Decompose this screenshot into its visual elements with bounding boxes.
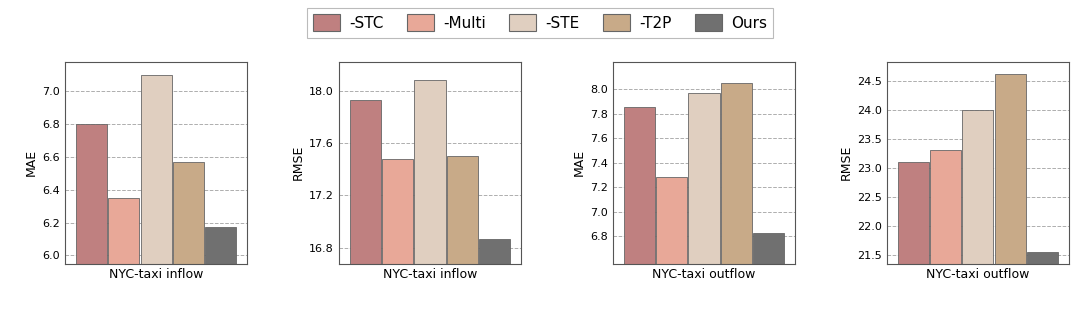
Bar bbox=[173, 162, 204, 310]
Bar bbox=[897, 162, 929, 310]
Bar bbox=[656, 178, 687, 310]
Bar bbox=[108, 198, 139, 310]
Bar bbox=[930, 150, 961, 310]
Bar bbox=[415, 80, 446, 310]
Bar bbox=[480, 239, 510, 310]
Y-axis label: RMSE: RMSE bbox=[292, 145, 305, 180]
Bar bbox=[382, 159, 414, 310]
Bar bbox=[1027, 252, 1058, 310]
Bar bbox=[140, 75, 172, 310]
Bar bbox=[447, 156, 478, 310]
Y-axis label: MAE: MAE bbox=[25, 149, 38, 176]
Bar bbox=[962, 110, 994, 310]
Bar bbox=[995, 73, 1026, 310]
Y-axis label: MAE: MAE bbox=[572, 149, 585, 176]
Bar bbox=[76, 124, 107, 310]
Legend: -STC, -Multi, -STE, -T2P, Ours: -STC, -Multi, -STE, -T2P, Ours bbox=[307, 8, 773, 38]
Y-axis label: RMSE: RMSE bbox=[839, 145, 853, 180]
Bar bbox=[350, 100, 381, 310]
Bar bbox=[205, 228, 237, 310]
Bar bbox=[624, 108, 654, 310]
Bar bbox=[720, 83, 752, 310]
Bar bbox=[753, 233, 784, 310]
Bar bbox=[688, 93, 719, 310]
